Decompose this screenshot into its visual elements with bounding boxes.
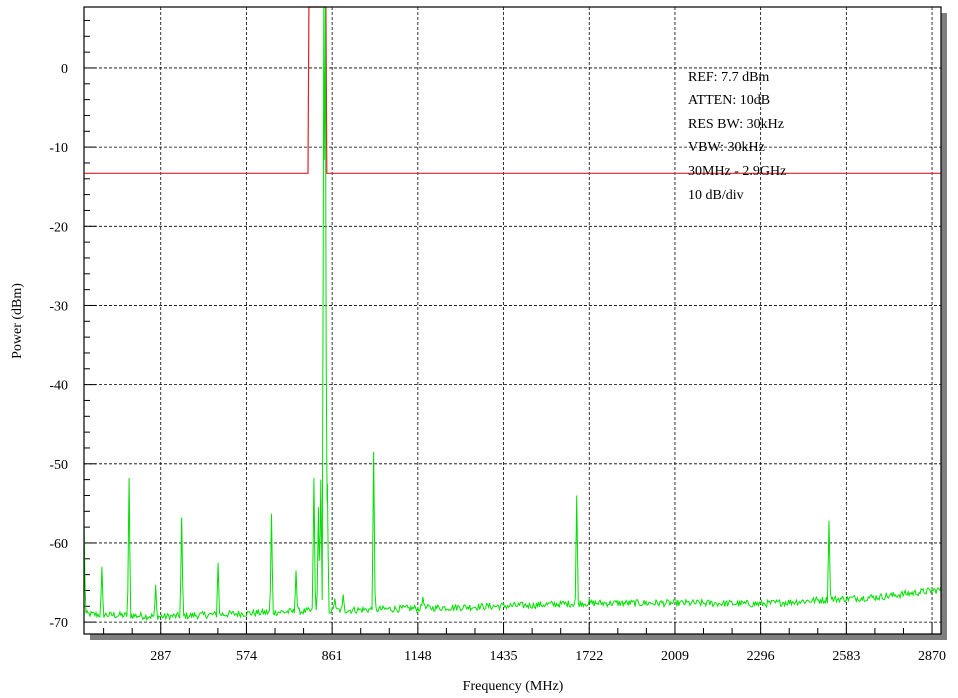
x-tick-label: 2296 xyxy=(747,649,775,664)
plot-background xyxy=(84,7,941,634)
y-tick-label: -20 xyxy=(49,220,68,235)
plot-area xyxy=(84,7,941,634)
measurement-info: REF: 7.7 dBm ATTEN: 10dB RES BW: 30kHz V… xyxy=(688,70,786,203)
y-tick-label: -60 xyxy=(49,537,68,552)
grid xyxy=(84,7,941,634)
info-res-bw: RES BW: 30kHz xyxy=(688,117,784,132)
info-span: 30MHz - 2.9GHz xyxy=(688,164,786,179)
tick-labels: 287 574 861 1148 1435 1722 2009 2296 2583 2870 0 -1… xyxy=(49,62,946,664)
info-atten: ATTEN: 10dB xyxy=(688,93,770,108)
y-axis-title: Power (dBm) xyxy=(10,283,25,359)
x-axis-title: Frequency (MHz) xyxy=(463,679,564,694)
x-tick-label: 1435 xyxy=(490,649,518,664)
y-tick-label: 0 xyxy=(61,62,68,77)
plot-border xyxy=(83,6,942,635)
tick-marks xyxy=(84,19,933,634)
y-tick-label: -40 xyxy=(49,379,68,394)
spectrum-trace xyxy=(83,6,942,622)
x-tick-label: 2009 xyxy=(661,649,689,664)
x-tick-label: 2583 xyxy=(832,649,860,664)
info-vbw: VBW: 30kHz xyxy=(688,140,765,155)
info-ref: REF: 7.7 dBm xyxy=(688,70,769,85)
x-tick-label: 574 xyxy=(236,649,257,664)
y-tick-label: -10 xyxy=(49,141,68,156)
x-tick-label: 2870 xyxy=(918,649,946,664)
plot-frame xyxy=(83,6,942,635)
info-scale: 10 dB/div xyxy=(688,188,744,203)
x-tick-label: 861 xyxy=(322,649,343,664)
x-tick-label: 1148 xyxy=(404,649,431,664)
y-tick-label: -30 xyxy=(49,299,68,314)
y-tick-label: -50 xyxy=(49,458,68,473)
y-tick-label: -70 xyxy=(49,616,68,631)
x-tick-label: 1722 xyxy=(575,649,603,664)
x-tick-label: 287 xyxy=(150,649,171,664)
